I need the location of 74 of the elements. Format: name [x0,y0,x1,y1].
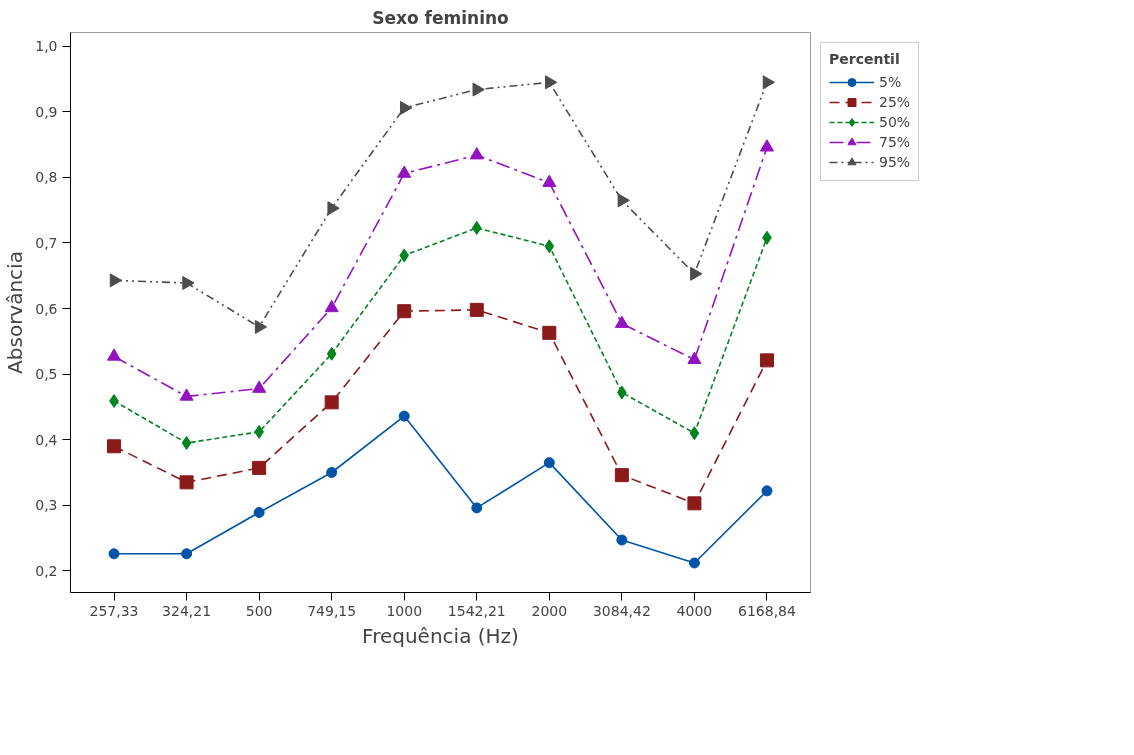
point [179,388,194,401]
x-tick-label: 500 [245,602,273,619]
chart-title: Sexo feminino [372,7,509,28]
point [761,485,773,497]
y-tick-label: 0,5 [35,366,58,383]
y-tick-label: 0,6 [35,300,58,317]
y-tick-label: 1,0 [35,38,58,55]
point [397,304,412,319]
point [688,557,700,569]
point [399,100,413,115]
point [689,426,700,441]
point [545,75,558,90]
x-tick-label: 2000 [531,602,568,619]
point [687,496,702,511]
x-tick-label: 749,15 [307,602,357,619]
point [254,319,268,334]
legend-label: 75% [879,134,911,150]
point [471,220,482,235]
x-tick-label: 1000 [386,602,423,619]
point [252,460,267,475]
point [107,439,122,454]
point [326,467,338,478]
x-axis-title: Frequência (Hz) [362,623,519,648]
point [544,239,555,254]
point [326,346,337,361]
point [324,299,339,313]
y-tick-label: 0,4 [35,431,58,448]
point [469,147,484,160]
point [182,275,195,290]
point [181,548,193,560]
x-tick-label: 6168,84 [738,602,797,619]
x-tick-label: 3084,42 [592,602,651,619]
point [252,380,267,393]
point [687,351,702,364]
y-tick-label: 0,3 [35,497,58,514]
point [324,395,339,410]
x-tick-label: 4000 [676,602,713,619]
point [471,502,483,514]
legend-label: 5% [879,74,902,90]
point [759,353,774,368]
point [398,410,410,422]
legend-label: 95% [879,154,911,170]
y-axis-title: Absorvância [3,251,28,374]
point [759,139,774,152]
x-tick-label: 257,33 [89,602,139,619]
x-tick-label: 1542,21 [447,602,506,619]
x-tick-label: 324,21 [162,602,212,619]
y-tick-label: 0,8 [35,169,58,186]
y-tick-label: 0,9 [35,103,58,120]
point [543,457,555,469]
point [107,348,122,361]
point [614,468,629,483]
point [179,475,194,490]
y-tick-label: 0,2 [35,562,58,579]
y-tick-label: 0,7 [35,234,58,251]
point [253,507,265,518]
legend-title: Percentil [829,51,901,67]
point [690,266,703,281]
legend-label: 50% [879,114,911,130]
point [109,273,123,288]
point [108,548,120,560]
point [614,315,629,328]
point [542,325,557,340]
point [762,75,775,90]
point [181,435,192,450]
point [397,165,412,178]
legend-label: 25% [879,94,911,110]
point [472,82,485,97]
point [327,201,340,216]
point [617,193,630,208]
point [616,534,628,546]
point [469,302,484,317]
point [399,248,410,263]
point [542,174,557,187]
